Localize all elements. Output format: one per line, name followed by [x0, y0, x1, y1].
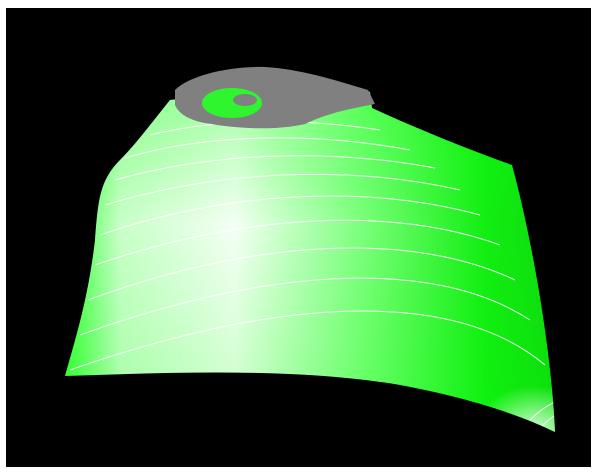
center-hole — [233, 94, 257, 106]
